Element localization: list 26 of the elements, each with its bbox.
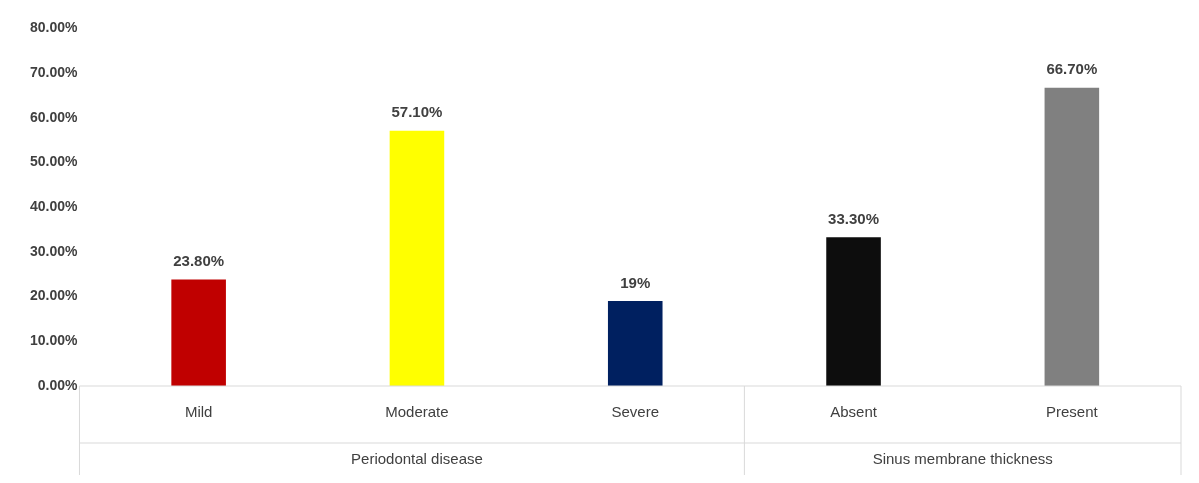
- y-tick-label: 80.00%: [30, 19, 79, 36]
- x-tick-label: Absent: [830, 403, 878, 421]
- data-label: 57.10%: [391, 103, 443, 121]
- bar: [1044, 87, 1100, 386]
- data-label: 66.70%: [1046, 60, 1098, 78]
- y-tick-label: 0.00%: [37, 376, 79, 393]
- y-tick-label: 20.00%: [30, 287, 79, 304]
- x-tick-label: Present: [1046, 403, 1099, 421]
- y-tick-label: 50.00%: [30, 153, 79, 170]
- data-label: 33.30%: [828, 209, 879, 227]
- data-label: 23.80%: [173, 252, 225, 270]
- x-tick-label: Severe: [611, 403, 660, 421]
- y-tick-label: 40.00%: [30, 198, 79, 215]
- bar: [389, 130, 445, 386]
- y-tick-label: 70.00%: [30, 63, 79, 80]
- data-label: 19%: [620, 273, 651, 291]
- text: Periodontal disease: [351, 449, 483, 467]
- y-tick-label: 10.00%: [30, 332, 79, 349]
- y-tick-label: 60.00%: [30, 108, 79, 125]
- y-tick-label: 30.00%: [30, 242, 79, 259]
- bar: [607, 301, 663, 386]
- x-tick-label: Mild: [184, 403, 213, 421]
- x-tick-label: Moderate: [385, 403, 449, 421]
- text: Sinus membrane thickness: [872, 449, 1053, 467]
- bar: [826, 237, 881, 386]
- bar: [171, 279, 226, 386]
